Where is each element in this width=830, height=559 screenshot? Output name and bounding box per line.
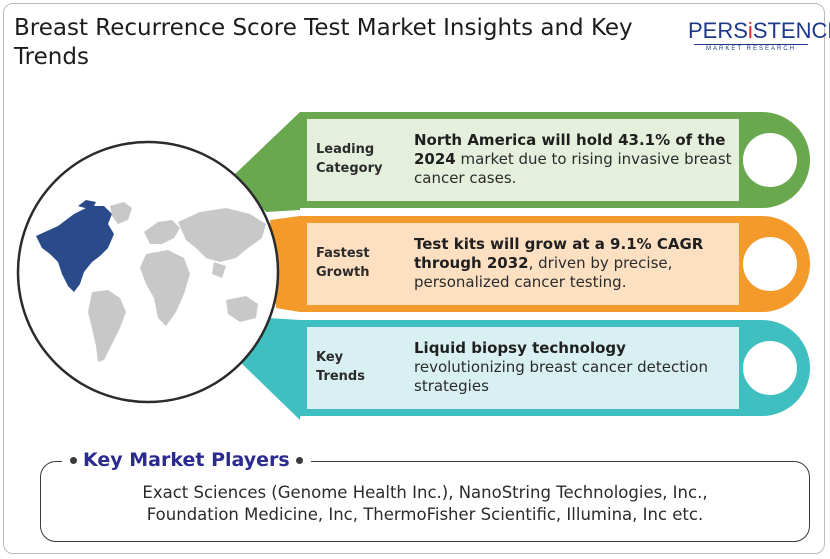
bullet-dot-icon — [295, 456, 303, 464]
insights-graphic — [16, 112, 810, 420]
teal-circle-icon — [743, 341, 797, 395]
label-fastest-growth: Fastest Growth — [316, 246, 370, 280]
green-connector — [234, 112, 300, 212]
australia-shape — [226, 296, 258, 322]
key-market-players-list: Exact Sciences (Genome Health Inc.), Nan… — [142, 483, 708, 524]
asia-shape — [178, 208, 266, 262]
infographic-frame — [3, 3, 825, 554]
key-market-players-box — [40, 461, 810, 542]
page-title: Breast Recurrence Score Test Market Insi… — [14, 15, 633, 70]
label-leading-category: Leading Category — [316, 142, 383, 176]
leading-category-panel — [300, 112, 810, 208]
africa-shape — [140, 250, 190, 326]
greenland-shape — [110, 202, 132, 224]
north-america-shape — [36, 206, 114, 292]
logo-tagline: MARKET RESEARCH — [706, 46, 796, 52]
desc-fastest-growth: Test kits will grow at a 9.1% CAGR throu… — [414, 235, 704, 291]
key-trends-panel — [300, 320, 810, 416]
green-circle-icon — [743, 133, 797, 187]
europe-shape — [144, 220, 180, 244]
desc-leading-category: North America will hold 43.1% of the 202… — [414, 131, 732, 187]
orange-circle-icon — [743, 237, 797, 291]
south-america-shape — [88, 290, 126, 362]
label-key-trends: Key Trends — [316, 350, 365, 384]
desc-key-trends: Liquid biopsy technology revolutionizing… — [414, 339, 708, 395]
persistence-logo: PERSiSTENCE MARKET RESEARCH — [688, 14, 830, 58]
world-map-globe — [16, 140, 280, 404]
logo-wordmark: PERSiSTENCE — [688, 18, 830, 43]
key-market-players-heading: Key Market Players — [62, 447, 311, 473]
bullet-dot-icon — [70, 456, 77, 464]
fastest-growth-panel — [300, 216, 810, 312]
